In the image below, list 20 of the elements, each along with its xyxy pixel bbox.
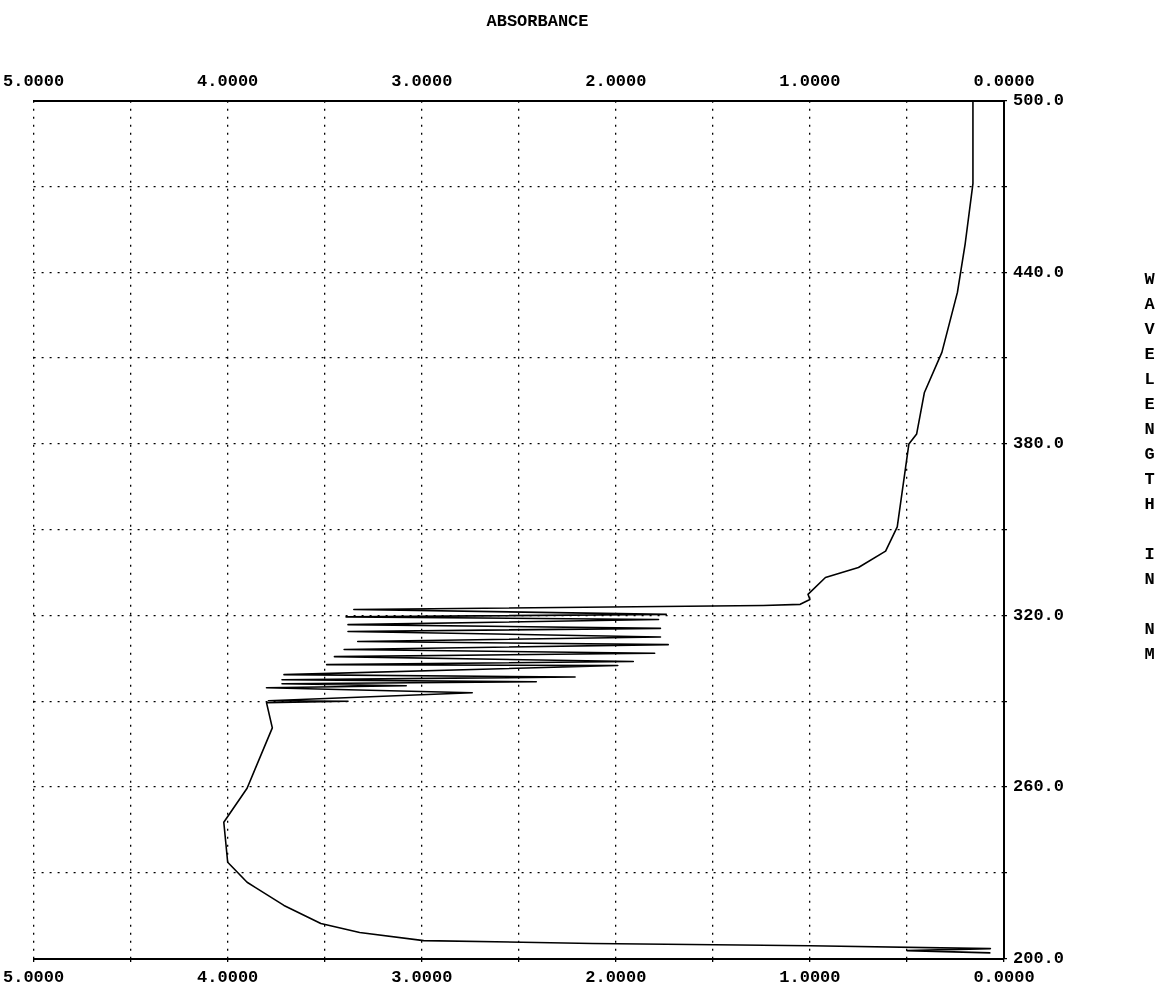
x2-tick-label: 3.0000: [391, 71, 453, 91]
chart-title: ABSORBANCE: [486, 12, 589, 32]
y-tick-label: 320.0: [1012, 605, 1065, 625]
y-tick-label: 200.0: [1012, 948, 1065, 968]
x-tick-label: 2.0000: [585, 968, 647, 988]
x-tick-label: 5.0000: [3, 968, 65, 988]
y-tick-label: 380.0: [1012, 434, 1065, 454]
x-tick-label: 4.0000: [197, 968, 259, 988]
x-tick-label: 3.0000: [391, 968, 453, 988]
x2-tick-label: 5.0000: [3, 71, 65, 91]
y-tick-label: 260.0: [1012, 777, 1065, 797]
y-tick-label: 440.0: [1012, 262, 1065, 282]
x-tick-label: 1.0000: [779, 968, 841, 988]
x2-tick-label: 1.0000: [779, 71, 841, 91]
x2-tick-label: 2.0000: [585, 71, 647, 91]
x-tick-label: 0.0000: [973, 968, 1035, 988]
x2-tick-label: 4.0000: [197, 71, 259, 91]
x2-tick-label: 0.0000: [973, 71, 1035, 91]
y-axis-title: WAVELENGTH IN NM: [1140, 270, 1159, 670]
y-tick-label: 500.0: [1012, 91, 1065, 111]
